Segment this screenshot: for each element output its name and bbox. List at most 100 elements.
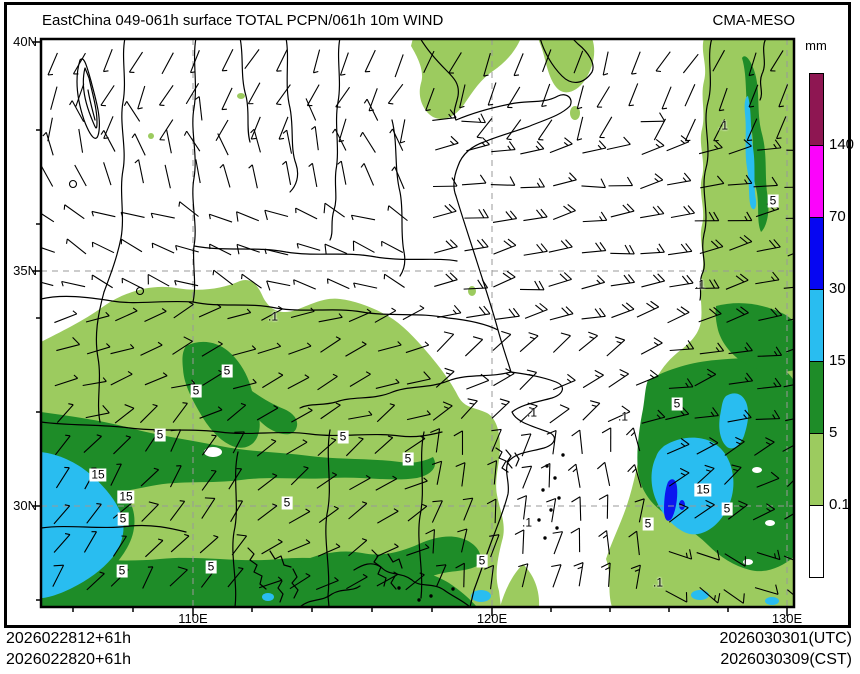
wind-barb: [54, 310, 78, 324]
wind-barb: [682, 53, 699, 74]
wind-barb: [262, 372, 284, 389]
wind-barb: [172, 336, 193, 355]
wind-barb: [520, 280, 545, 291]
wind-barb: [667, 172, 692, 186]
wind-barb: [169, 566, 188, 587]
wind-barb: [607, 405, 631, 423]
wind-barb: [405, 572, 425, 591]
wind-barb: [466, 137, 490, 152]
precip-patch-light_green: [148, 133, 154, 139]
wind-barb: [748, 52, 757, 77]
wind-barb: [236, 211, 260, 222]
wind-barb: [296, 243, 321, 251]
wind-barb: [201, 341, 223, 357]
wind-barb: [463, 279, 489, 290]
wind-barb: [506, 86, 521, 109]
wind-barb: [431, 500, 443, 523]
island-dot: [429, 594, 433, 598]
wind-barb: [261, 538, 283, 555]
wind-barb: [630, 564, 641, 589]
island-dot: [397, 586, 401, 590]
wind-barb: [375, 475, 398, 491]
wind-barb: [326, 278, 350, 290]
calm-wind-circle: [135, 286, 145, 296]
wind-barb: [432, 401, 453, 421]
wind-barb: [348, 538, 368, 557]
wind-barb: [582, 400, 601, 421]
wind-barb: [492, 210, 518, 223]
wind-barb: [581, 307, 606, 320]
wind-barb: [666, 437, 690, 455]
wind-barb: [394, 54, 404, 78]
wind-barb: [787, 479, 794, 488]
wind-barb: [256, 438, 277, 457]
precip-patch-light_green: [468, 286, 476, 296]
border-line: [76, 58, 100, 139]
border-line: [285, 39, 299, 193]
wind-barb: [434, 239, 458, 254]
border-line: [759, 39, 767, 101]
border-line: [495, 447, 520, 473]
wind-barb: [630, 51, 641, 75]
wind-barb: [103, 162, 112, 186]
wind-barb: [519, 369, 537, 391]
wind-barb: [610, 274, 636, 287]
wind-barb: [248, 164, 258, 189]
contour-label: .1: [652, 575, 664, 590]
wind-barb: [169, 465, 182, 488]
wind-barb: [140, 341, 163, 356]
wind-barb: [776, 116, 787, 140]
wind-barb: [786, 149, 794, 151]
wind-barb: [215, 119, 229, 142]
wind-barb: [492, 330, 512, 351]
border-line: [103, 39, 126, 293]
border-line: [469, 371, 563, 607]
wind-barb: [41, 165, 54, 187]
wind-barb: [489, 534, 500, 558]
wind-barb: [668, 503, 689, 523]
border-line: [325, 429, 331, 607]
wind-barb: [286, 439, 308, 455]
wind-barb: [69, 100, 85, 122]
wind-barb: [669, 340, 695, 352]
wind-barb: [376, 543, 399, 558]
wind-barb: [695, 279, 720, 290]
wind-barb: [694, 368, 717, 387]
wind-barb: [52, 564, 65, 587]
wind-barb: [461, 174, 487, 186]
wind-barb: [171, 379, 196, 389]
colorbar-label: 30: [829, 280, 846, 297]
wind-barb: [86, 571, 105, 591]
island-dot: [561, 453, 565, 457]
wind-barb: [552, 332, 571, 353]
contour-label: 5: [221, 363, 233, 378]
wind-barb: [756, 239, 781, 253]
wind-barb: [377, 341, 402, 352]
wind-barb: [56, 337, 80, 352]
border-line: [247, 547, 299, 603]
border-line: [418, 431, 425, 599]
colorbar-segment: [809, 361, 824, 434]
wind-barb: [520, 433, 532, 457]
contour-label: 5: [402, 451, 414, 466]
contour-label: 5: [642, 516, 654, 531]
wind-barb: [549, 404, 570, 424]
wind-barb: [128, 51, 143, 73]
wind-barb: [375, 378, 400, 389]
island-dot: [543, 536, 547, 540]
wind-barb: [601, 427, 612, 452]
wind-barb: [698, 306, 722, 323]
wind-barb: [54, 374, 79, 387]
island-dot: [451, 587, 455, 591]
border-line: [391, 119, 406, 277]
map-frame: [39, 37, 796, 609]
wind-barb: [232, 378, 257, 390]
wind-barb: [581, 242, 607, 254]
wind-barb: [100, 85, 115, 107]
wind-barb: [727, 211, 753, 222]
wind-barb: [542, 49, 552, 73]
wind-barb: [455, 462, 466, 487]
wind-barb: [754, 437, 775, 456]
colorbar-label: 0.1: [829, 496, 850, 513]
wind-barb: [459, 84, 466, 109]
